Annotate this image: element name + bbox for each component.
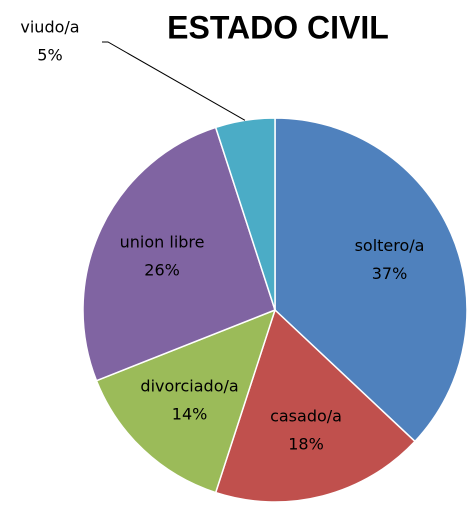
slice-label: casado/a xyxy=(270,406,342,425)
pie-slice xyxy=(82,126,276,382)
pie-slice xyxy=(214,308,417,503)
slice-value-label: 37% xyxy=(372,264,408,283)
pie-slice xyxy=(274,117,468,443)
slice-label: divorciado/a xyxy=(140,376,238,395)
slice-value-label: 5% xyxy=(37,46,62,65)
slice-label: viudo/a xyxy=(20,18,79,37)
slice-label: union libre xyxy=(120,232,205,251)
pie-slice xyxy=(214,117,276,311)
pie-slice xyxy=(95,308,277,494)
slice-value-label: 14% xyxy=(172,404,208,423)
leader-line xyxy=(102,41,246,121)
slice-value-label: 26% xyxy=(144,260,180,279)
slice-value-label: 18% xyxy=(288,434,324,453)
chart-title: ESTADO CIVIL xyxy=(167,9,389,45)
slice-label: soltero/a xyxy=(355,236,425,255)
